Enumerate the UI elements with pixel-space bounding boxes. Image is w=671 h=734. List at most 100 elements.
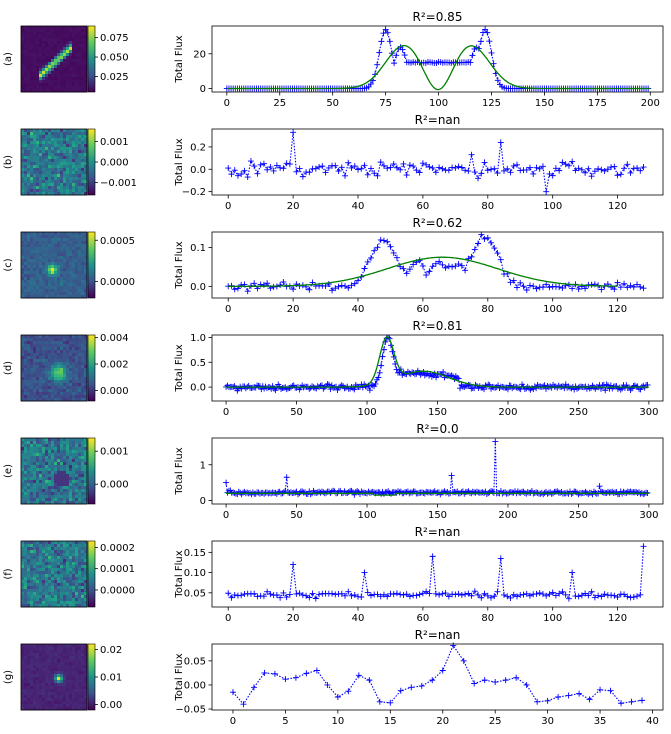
image-pixel (36, 674, 40, 678)
data-point (406, 266, 413, 273)
image-pixel (45, 389, 49, 393)
image-pixel (48, 459, 52, 463)
image-pixel (75, 189, 79, 193)
image-pixel (48, 595, 52, 599)
image-pixel (39, 580, 43, 584)
image-pixel (81, 571, 85, 575)
image-pixel (30, 395, 34, 399)
data-point (309, 590, 316, 597)
image-pixel (66, 186, 70, 190)
image-pixel (84, 465, 88, 469)
image-pixel (63, 650, 67, 654)
image-pixel (66, 159, 70, 163)
image-pixel (24, 74, 28, 78)
image-pixel (63, 559, 67, 563)
image-pixel (39, 601, 43, 605)
image-pixel (57, 356, 61, 360)
image-pixel (39, 83, 43, 87)
image-pixel (72, 159, 76, 163)
image-pixel (30, 365, 34, 369)
image-pixel (75, 59, 79, 63)
image-pixel (69, 474, 73, 478)
image-pixel (78, 653, 82, 657)
data-point (364, 258, 371, 265)
data-point (458, 592, 465, 599)
image-pixel (33, 541, 37, 545)
image-pixel (21, 689, 25, 693)
data-point (597, 686, 604, 693)
image-pixel (21, 83, 25, 87)
image-pixel (24, 41, 28, 45)
image-pixel (81, 41, 85, 45)
image-pixel (33, 344, 37, 348)
image-pixel (42, 262, 46, 266)
image-pixel (48, 47, 52, 51)
y-tick-label: 0.1 (190, 243, 206, 254)
image-pixel (60, 62, 64, 66)
image-pixel (84, 71, 88, 75)
image-pixel (66, 704, 70, 708)
image-pixel (84, 483, 88, 487)
image-pixel (57, 677, 61, 681)
image-pixel (33, 450, 37, 454)
image-pixel (39, 444, 43, 448)
image-pixel (27, 492, 31, 496)
image-pixel (66, 553, 70, 557)
image-pixel (57, 247, 61, 251)
image-pixel (24, 386, 28, 390)
image-pixel (75, 256, 79, 260)
image-pixel (81, 174, 85, 178)
image-pixel (78, 447, 82, 451)
image-pixel (54, 398, 58, 402)
data-point (513, 161, 520, 168)
image-pixel (81, 74, 85, 78)
image-pixel (51, 50, 55, 54)
image-pixel (57, 180, 61, 184)
image-thumbnail (20, 231, 88, 299)
image-pixel (48, 71, 52, 75)
image-pixel (21, 344, 25, 348)
data-point (559, 159, 566, 166)
image-pixel (42, 89, 46, 93)
image-pixel (60, 453, 64, 457)
image-pixel (81, 347, 85, 351)
image-pixel (78, 480, 82, 484)
image-pixel (45, 395, 49, 399)
image-pixel (66, 135, 70, 139)
image-pixel (51, 386, 55, 390)
image-pixel (42, 447, 46, 451)
image-pixel (72, 186, 76, 190)
image-pixel (78, 183, 82, 187)
image-pixel (75, 159, 79, 163)
image-pixel (33, 695, 37, 699)
image-pixel (48, 338, 52, 342)
image-pixel (54, 644, 58, 648)
image-pixel (72, 141, 76, 145)
data-point (312, 595, 319, 602)
image-pixel (24, 38, 28, 42)
image-pixel (42, 486, 46, 490)
image-pixel (75, 289, 79, 293)
data-point (578, 592, 585, 599)
image-pixel (42, 680, 46, 684)
image-pixel (30, 586, 34, 590)
image-pixel (84, 395, 88, 399)
image-pixel (36, 483, 40, 487)
image-pixel (27, 386, 31, 390)
image-pixel (57, 650, 61, 654)
image-pixel (33, 238, 37, 242)
image-pixel (81, 462, 85, 466)
image-pixel (60, 686, 64, 690)
colorbar (87, 540, 96, 608)
image-pixel (48, 371, 52, 375)
data-point (504, 593, 511, 600)
image-pixel (36, 486, 40, 490)
image-pixel (33, 192, 37, 196)
image-pixel (42, 453, 46, 457)
data-point (351, 386, 358, 393)
image-pixel (33, 74, 37, 78)
image-pixel (66, 74, 70, 78)
image-pixel (69, 241, 73, 245)
image-pixel (51, 559, 55, 563)
image-pixel (45, 489, 49, 493)
